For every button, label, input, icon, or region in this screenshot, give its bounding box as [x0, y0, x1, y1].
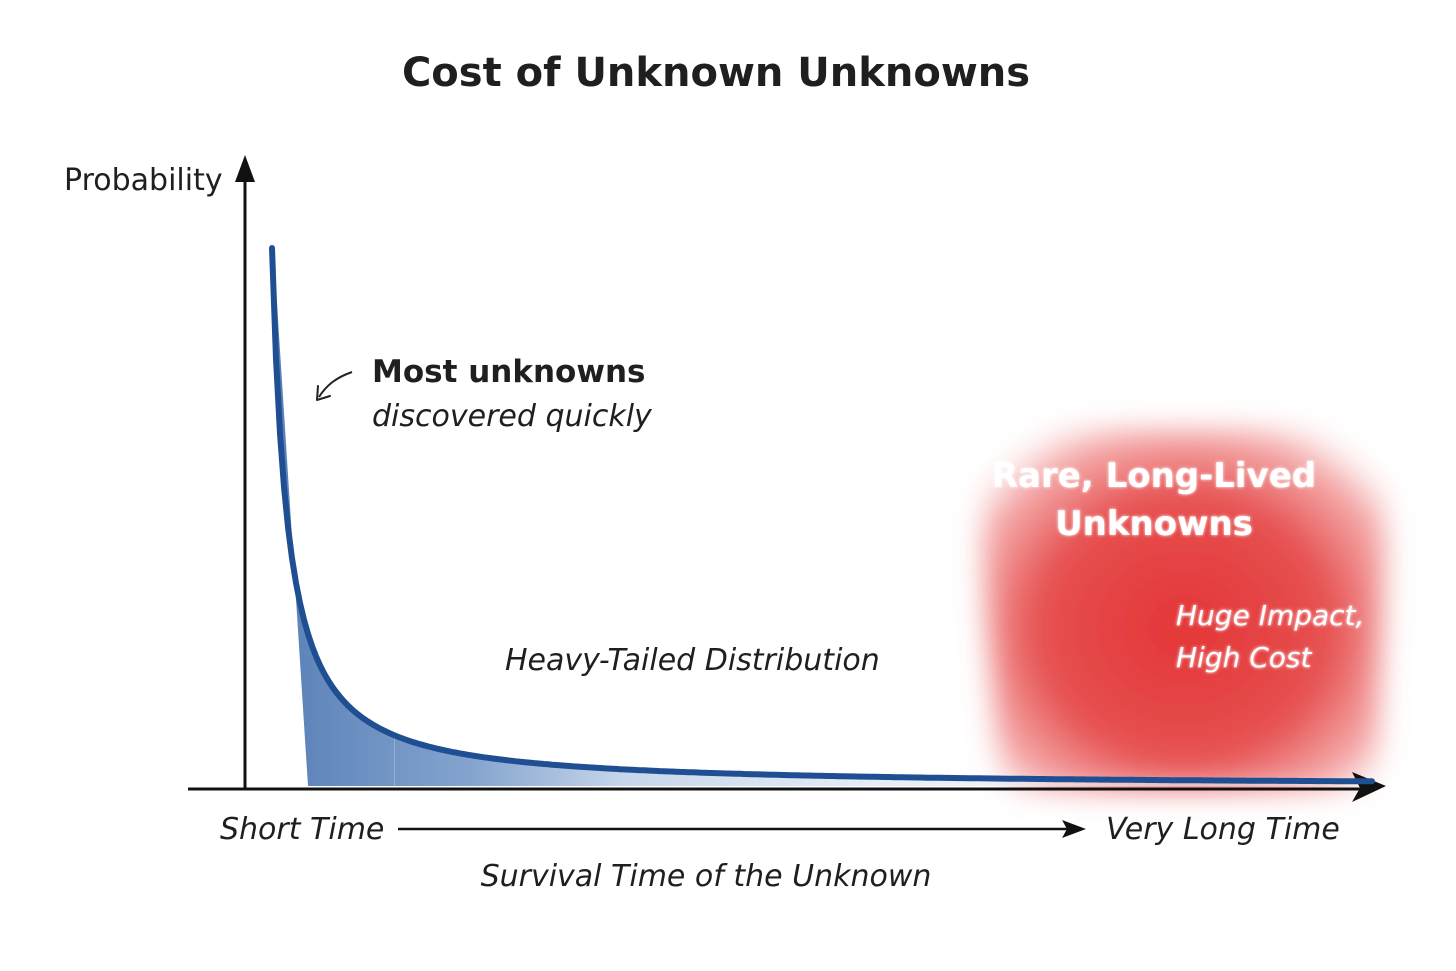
x-axis-left-label: Short Time: [220, 812, 384, 847]
tail-region-glow: [982, 430, 1386, 790]
y-axis-label: Probability: [64, 163, 223, 198]
tail-title-line1: Rare, Long-Lived: [992, 456, 1316, 496]
y-axis: [235, 155, 255, 790]
tail-sub-line1: Huge Impact,: [1176, 599, 1364, 632]
head-annotation-bold: Most unknowns: [372, 354, 646, 390]
curved-arrow-head: [316, 385, 331, 401]
tail-sub-line2: High Cost: [1176, 641, 1313, 674]
area-band-divider-1: [394, 600, 395, 788]
distribution-area-fill: [276, 288, 1372, 786]
x-axis-right-label: Very Long Time: [1106, 812, 1340, 847]
tail-title-line2: Unknowns: [1055, 504, 1253, 544]
diagram-title: Cost of Unknown Unknowns: [402, 50, 1030, 96]
arrow-up-icon: [235, 155, 255, 182]
head-annotation: Most unknowns discovered quickly: [316, 354, 653, 434]
time-arrow: [398, 820, 1086, 838]
heavy-tailed-label: Heavy-Tailed Distribution: [505, 643, 880, 678]
tail-region-text: Rare, Long-Lived Unknowns Huge Impact, H…: [992, 456, 1365, 674]
x-axis-caption: Survival Time of the Unknown: [481, 859, 932, 894]
long-arrow-right-icon: [1062, 820, 1086, 838]
tail-region: [982, 430, 1386, 790]
curved-arrow-icon: [318, 371, 353, 398]
distribution-curve: [269, 245, 1375, 785]
head-annotation-italic: discovered quickly: [372, 399, 653, 434]
